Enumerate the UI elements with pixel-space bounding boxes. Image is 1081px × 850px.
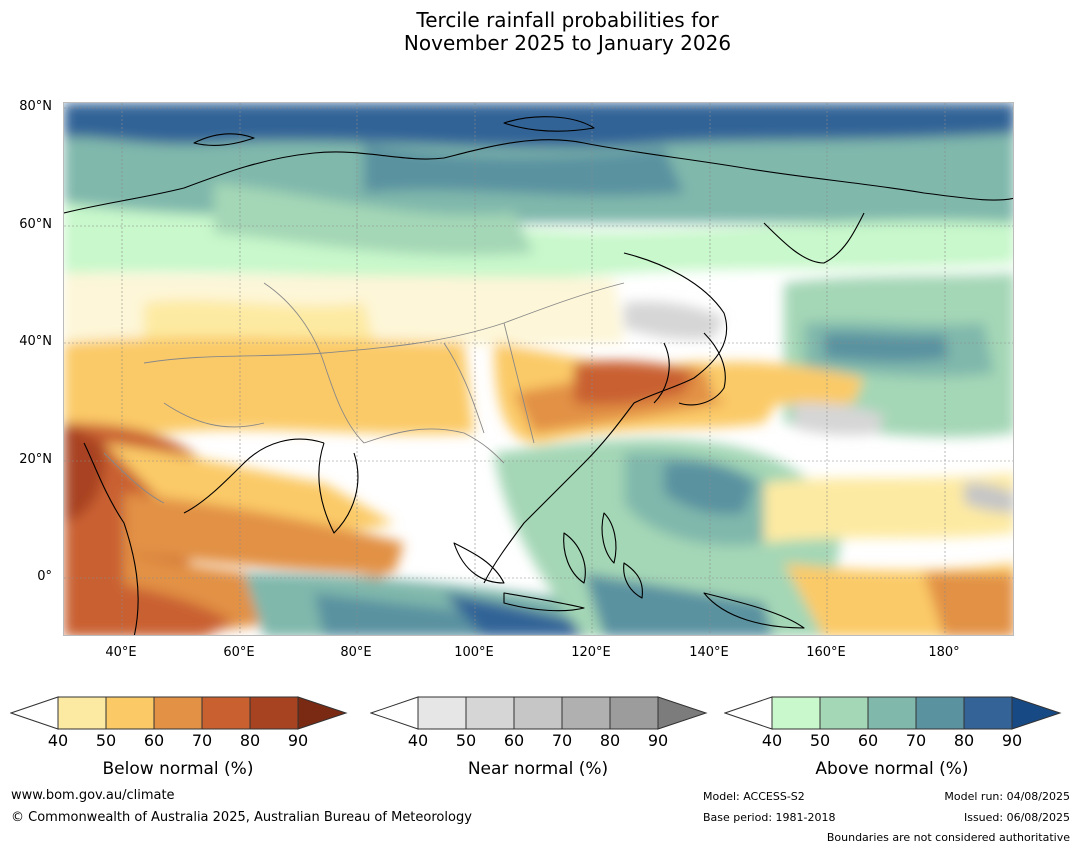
colorbar-near-tick: 90: [647, 731, 669, 750]
coastlines: [64, 116, 1013, 635]
colorbar-near-tick: 70: [551, 731, 573, 750]
colorbar-above-tick: 80: [953, 731, 975, 750]
lon-label-80e: 80°E: [340, 645, 372, 660]
colorbar-above-tick: 90: [1001, 731, 1023, 750]
lat-label-0: 0°: [37, 569, 52, 584]
probability-field: [64, 103, 1013, 635]
colorbar-below-tick: 50: [95, 731, 117, 750]
lon-label-100e: 100°E: [454, 645, 494, 660]
below-swatch-60: [153, 696, 203, 730]
above-swatch-under: [724, 696, 773, 730]
lat-label-20n: 20°N: [19, 452, 52, 467]
below-swatch-under: [10, 696, 59, 730]
near-swatch-40: [417, 696, 467, 730]
above-swatch-70: [915, 696, 965, 730]
model-name: Model: ACCESS-S2: [703, 790, 805, 803]
map-canvas: [64, 103, 1013, 635]
below-swatch-50: [105, 696, 155, 730]
near-swatch-over: [657, 696, 708, 730]
colorbar-below-normal: [10, 696, 350, 732]
above-swatch-60: [867, 696, 917, 730]
near-swatch-80: [609, 696, 659, 730]
colorbar-below-normal-swatches: [10, 696, 348, 730]
below-swatch-40: [57, 696, 107, 730]
lon-label-140e: 140°E: [689, 645, 729, 660]
country-boundaries: [103, 282, 625, 504]
colorbar-above-caption: Above normal (%): [815, 759, 969, 779]
lon-label-180: 180°: [928, 645, 960, 660]
near-swatch-50: [465, 696, 515, 730]
graticule: [64, 103, 1013, 635]
model-run-date: Model run: 04/08/2025: [944, 790, 1070, 803]
lon-label-120e: 120°E: [571, 645, 611, 660]
colorbar-near-normal-swatches: [370, 696, 708, 730]
colorbar-near-caption: Near normal (%): [467, 759, 609, 779]
above-swatch-50: [819, 696, 869, 730]
colorbar-near-normal: [370, 696, 710, 732]
colorbar-near-tick: 60: [503, 731, 525, 750]
map-title: Tercile rainfall probabilities for Novem…: [0, 9, 1081, 55]
below-swatch-70: [201, 696, 251, 730]
below-swatch-over: [297, 696, 348, 730]
near-swatch-under: [370, 696, 419, 730]
near-swatch-60: [513, 696, 563, 730]
issued-date: Issued: 06/08/2025: [963, 811, 1070, 824]
boundaries-note: Boundaries are not considered authoritat…: [826, 831, 1070, 844]
website-link[interactable]: www.bom.gov.au/climate: [11, 788, 175, 803]
colorbar-below-tick: 70: [191, 731, 213, 750]
colorbar-below-tick: 60: [143, 731, 165, 750]
colorbar-above-normal-swatches: [724, 696, 1062, 730]
base-period: Base period: 1981-2018: [703, 811, 836, 824]
colorbar-near-tick: 80: [599, 731, 621, 750]
lat-label-80n: 80°N: [19, 99, 52, 114]
rainfall-probability-map: [63, 102, 1014, 636]
colorbar-near-tick: 50: [455, 731, 477, 750]
lon-label-60e: 60°E: [223, 645, 255, 660]
colorbar-below-tick: 90: [287, 731, 309, 750]
colorbar-above-tick: 40: [761, 731, 783, 750]
above-swatch-40: [771, 696, 821, 730]
above-swatch-80: [963, 696, 1013, 730]
copyright-text: © Commonwealth of Australia 2025, Austra…: [11, 810, 472, 825]
colorbar-near-tick: 40: [407, 731, 429, 750]
below-swatch-80: [249, 696, 299, 730]
lon-label-160e: 160°E: [806, 645, 846, 660]
lon-label-40e: 40°E: [105, 645, 137, 660]
colorbar-below-caption: Below normal (%): [102, 759, 254, 779]
lat-label-40n: 40°N: [19, 334, 52, 349]
colorbar-below-tick: 40: [47, 731, 69, 750]
map-title-line1: Tercile rainfall probabilities for: [416, 8, 719, 32]
map-title-line2: November 2025 to January 2026: [403, 31, 732, 55]
near-swatch-70: [561, 696, 611, 730]
colorbar-above-tick: 50: [809, 731, 831, 750]
above-swatch-over: [1011, 696, 1062, 730]
colorbar-above-tick: 60: [857, 731, 879, 750]
lat-label-60n: 60°N: [19, 217, 52, 232]
colorbar-above-tick: 70: [905, 731, 927, 750]
colorbar-above-normal: [724, 696, 1064, 732]
colorbar-below-tick: 80: [239, 731, 261, 750]
